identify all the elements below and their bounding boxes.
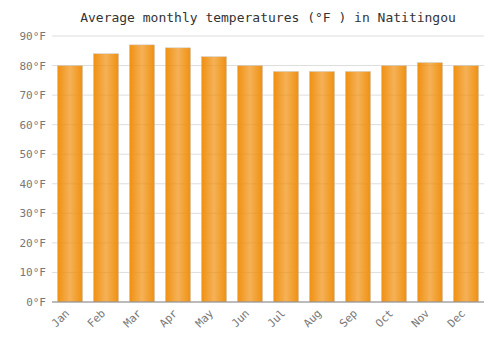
x-tick-label: Dec — [445, 307, 468, 330]
grid — [52, 36, 484, 302]
x-tick-label: Sep — [337, 307, 360, 330]
bar — [129, 45, 154, 302]
bar — [165, 48, 190, 302]
x-tick-label: Jun — [229, 307, 252, 330]
bar — [201, 57, 226, 302]
chart-svg: Average monthly temperatures (°F ) in Na… — [0, 0, 500, 350]
x-axis-line — [52, 302, 484, 303]
y-tick-label: 50°F — [20, 148, 47, 161]
x-tick-label: Nov — [409, 307, 433, 331]
bar — [381, 66, 406, 302]
y-tick-label: 60°F — [20, 119, 47, 132]
y-axis: 0°F 10°F 20°F 30°F 40°F 50°F 60°F 70°F 80°F 90°F — [20, 30, 47, 309]
bar — [237, 66, 262, 302]
x-tick-label: Jan — [49, 307, 72, 330]
bars — [57, 45, 478, 302]
chart-container: Average monthly temperatures (°F ) in Na… — [0, 0, 500, 350]
x-axis: Jan Feb Mar Apr May Jun Jul Aug Sep Oct Nov Dec — [49, 302, 484, 330]
bar — [417, 63, 442, 302]
y-tick-label: 30°F — [20, 207, 47, 220]
x-tick-label: Feb — [85, 307, 108, 330]
x-tick-label: Oct — [373, 307, 396, 330]
x-tick-label: May — [193, 307, 217, 331]
y-tick-label: 80°F — [20, 60, 47, 73]
x-tick-label: Aug — [301, 307, 324, 330]
y-tick-label: 10°F — [20, 266, 47, 279]
bar — [93, 54, 118, 302]
bar — [273, 71, 298, 302]
y-tick-label: 40°F — [20, 178, 47, 191]
y-tick-label: 70°F — [20, 89, 47, 102]
bar — [309, 71, 334, 302]
grid-line — [52, 36, 484, 37]
grid-line — [52, 302, 484, 303]
bar — [57, 66, 82, 302]
x-tick-label: Mar — [121, 307, 145, 331]
x-tick-label: Apr — [157, 307, 181, 331]
bar — [345, 71, 370, 302]
bar — [453, 66, 478, 302]
y-tick-label: 0°F — [26, 296, 46, 309]
y-tick-label: 20°F — [20, 237, 47, 250]
y-tick-label: 90°F — [20, 30, 47, 43]
x-tick-label: Jul — [265, 307, 288, 330]
title: Average monthly temperatures (°F ) in Na… — [80, 10, 456, 25]
